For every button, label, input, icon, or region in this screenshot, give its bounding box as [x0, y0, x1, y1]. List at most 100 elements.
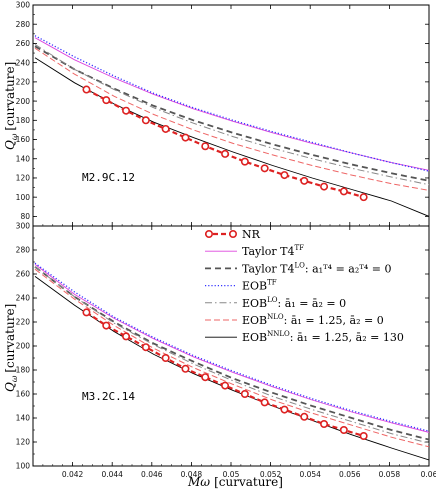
- x-tick-label: 0.054: [299, 470, 321, 479]
- nr-data-point: [221, 381, 230, 390]
- y-tick-label: 260: [16, 39, 31, 48]
- top-panel-frame: [32, 4, 430, 227]
- nr-data-point: [102, 321, 111, 330]
- legend: NR Taylor T4TF Taylor T4LO: a₁ᵀ⁴ = a₂ᵀ⁴ = …: [205, 228, 404, 344]
- legend-entry-eobnnlo: EOBNNLO: ā₁ = 1.25, ā₂ = 130: [205, 330, 404, 344]
- y-tick-label: 160: [16, 390, 31, 399]
- y-tick-label: 80: [20, 212, 30, 221]
- nr-data-point: [359, 193, 368, 202]
- legend-entry-nr: NR: [205, 228, 261, 241]
- y-tick-label: 300: [16, 1, 31, 10]
- nr-data-point: [240, 389, 249, 398]
- legend-entry-eobnlo: EOBNLO: ā₁ = 1.25, ā₂ = 0: [205, 313, 384, 327]
- nr-data-point: [300, 412, 309, 421]
- y-tick-label: 220: [16, 78, 31, 87]
- nr-data-point: [122, 332, 131, 341]
- nr-data-point: [280, 405, 289, 414]
- series-line-eoblo: [34, 43, 429, 186]
- nr-data-point: [82, 85, 91, 94]
- legend-marker: [205, 230, 214, 239]
- x-label-bracket: [curvature]: [214, 475, 283, 489]
- top-panel: 80 100 120 140 160 180 200 220 240 260 280 300 M2.9…: [3, 1, 429, 227]
- series-line-eobnnlo: [34, 57, 429, 217]
- bottom-y-label-sub: ω: [10, 375, 19, 382]
- y-tick-label: 180: [16, 116, 31, 125]
- top-panel-ticks: 80 100 120 140 160 180 200 220 240 260 280 300: [16, 1, 429, 227]
- legend-entry-t4lo: Taylor T4LO: a₁ᵀ⁴ = a₂ᵀ⁴ = 0: [205, 261, 392, 275]
- bottom-panel-label: M3.2C.14: [82, 390, 135, 403]
- series-line-eobnnlo: [34, 276, 429, 461]
- series-line-t4lo: [34, 45, 429, 182]
- nr-data-point: [122, 106, 131, 115]
- y-tick-label: 260: [16, 270, 31, 279]
- y-tick-label: 220: [16, 318, 31, 327]
- y-tick-label: 200: [16, 342, 31, 351]
- top-y-label-sub: ω: [10, 133, 19, 140]
- series-line-nr: [85, 311, 365, 438]
- bottom-y-label-bracket: [curvature]: [3, 304, 17, 373]
- top-y-label-bracket: [curvature]: [3, 62, 17, 131]
- series-line-eoblo: [34, 266, 429, 444]
- nr-data-point: [181, 364, 190, 373]
- bottom-panel-series: [34, 262, 429, 461]
- legend-label: EOBLO: ā₁ = ā₂ = 0: [242, 296, 346, 310]
- y-tick-label: 140: [16, 414, 31, 423]
- series-line-t4lo: [34, 266, 429, 441]
- nr-data-point: [181, 133, 190, 142]
- x-tick-label: 0.058: [379, 470, 401, 479]
- nr-data-point: [141, 116, 150, 125]
- x-label-mw: Mω: [187, 475, 210, 489]
- legend-label: EOBNNLO: ā₁ = 1.25, ā₂ = 130: [242, 330, 404, 344]
- nr-data-point: [320, 182, 329, 191]
- x-tick-label: 0.056: [339, 470, 361, 479]
- y-tick-label: 200: [16, 97, 31, 106]
- x-tick-label: 0.06: [421, 470, 436, 479]
- nr-data-point: [161, 124, 170, 133]
- legend-label: EOBTF: [242, 279, 277, 293]
- y-tick-label: 100: [16, 462, 31, 471]
- x-tick-label: 0.048: [181, 470, 203, 479]
- series-line-eobnlo: [34, 47, 429, 191]
- y-tick-label: 280: [16, 20, 31, 29]
- bottom-panel: 100 120 140 160 180 200 220 240 260 280 300 0.042 0.…: [3, 222, 436, 489]
- y-tick-label: 160: [16, 135, 31, 144]
- nr-data-point: [141, 343, 150, 352]
- series-line-eobtf: [34, 35, 429, 172]
- nr-data-point: [102, 96, 111, 105]
- nr-data-point: [82, 308, 91, 317]
- y-tick-label: 240: [16, 294, 31, 303]
- x-tick-label: 0.046: [141, 470, 163, 479]
- legend-marker: [229, 230, 238, 239]
- nr-data-point: [359, 431, 368, 440]
- nr-data-point: [201, 142, 210, 151]
- top-y-label-q: Q: [3, 140, 17, 150]
- nr-data-point: [339, 187, 348, 196]
- legend-label: Taylor T4LO: a₁ᵀ⁴ = a₂ᵀ⁴ = 0: [242, 261, 392, 275]
- y-tick-label: 120: [16, 174, 31, 183]
- series-line-t4tf: [34, 264, 429, 433]
- y-tick-label: 140: [16, 154, 31, 163]
- bottom-y-label-q: Q: [3, 382, 17, 392]
- legend-label: EOBNLO: ā₁ = 1.25, ā₂ = 0: [242, 313, 384, 327]
- legend-entry-eoblo: EOBLO: ā₁ = ā₂ = 0: [205, 296, 346, 310]
- top-panel-label: M2.9C.12: [82, 171, 135, 184]
- nr-data-point: [260, 164, 269, 173]
- y-tick-label: 300: [16, 222, 31, 231]
- x-tick-label: 0.044: [101, 470, 123, 479]
- nr-data-point: [161, 353, 170, 362]
- legend-label: Taylor T4TF: [242, 244, 304, 258]
- nr-data-point: [260, 398, 269, 407]
- bottom-panel-y-axis-label: Qω [curvature]: [3, 304, 19, 392]
- x-tick-label: 0.05: [223, 470, 240, 479]
- nr-data-point: [280, 171, 289, 180]
- y-tick-label: 280: [16, 246, 31, 255]
- x-tick-label: 0.042: [62, 470, 84, 479]
- legend-label: NR: [242, 228, 261, 241]
- series-line-eobnlo: [34, 268, 429, 448]
- series-line-t4tf: [34, 37, 429, 171]
- nr-data-point: [221, 149, 230, 158]
- x-tick-label: 0.052: [260, 470, 282, 479]
- nr-data-point: [339, 425, 348, 434]
- bottom-panel-ticks: 100 120 140 160 180 200 220 240 260 280 300 0.042 0.…: [16, 222, 436, 479]
